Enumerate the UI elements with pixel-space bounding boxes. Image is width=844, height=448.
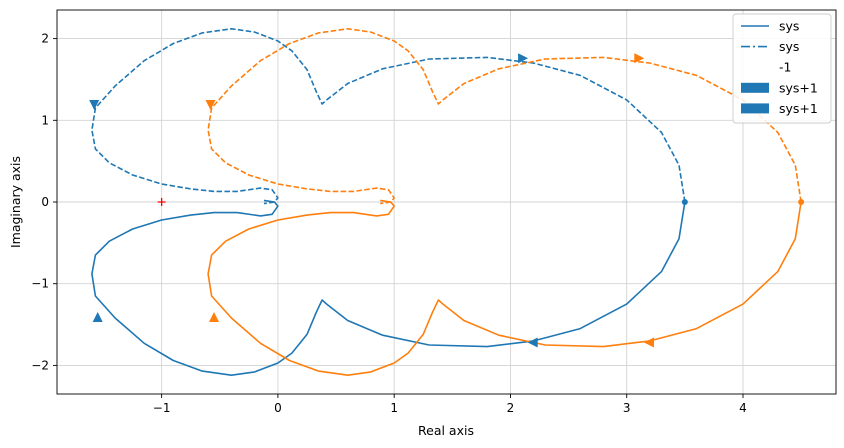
legend-label: sys+1 [779, 80, 818, 95]
direction-arrow [92, 312, 103, 322]
legend-label: -1 [779, 60, 791, 75]
series-line-0 [91, 199, 686, 377]
series-line-2 [207, 199, 802, 377]
y-tick-label: 1 [41, 113, 49, 127]
direction-arrow [634, 53, 645, 64]
series-line-3 [207, 27, 802, 205]
direction-arrow [209, 312, 219, 322]
legend-label: sys [779, 19, 799, 34]
legend-label: sys+1 [779, 101, 818, 116]
x-tick-label: 3 [623, 401, 631, 415]
series-layer [91, 27, 802, 377]
x-tick-label: 2 [507, 401, 515, 415]
y-tick-label: −1 [31, 277, 49, 291]
legend-label: sys [779, 39, 799, 54]
x-tick-label: 0 [274, 401, 282, 415]
y-tick-label: −2 [31, 358, 49, 372]
legend-swatch-patch [741, 103, 769, 114]
series-line-1 [91, 27, 686, 205]
critical-point-marker [157, 198, 166, 206]
legend-box [732, 13, 832, 124]
legend: sys sys -1 sys+1 sys+1 [732, 13, 832, 124]
x-tick-label: 4 [739, 401, 747, 415]
direction-arrow [518, 53, 529, 64]
legend-swatch-patch [741, 82, 769, 93]
x-tick-label: −1 [153, 401, 171, 415]
y-tick-label: 2 [41, 32, 49, 46]
y-axis-label: Imaginary axis [8, 156, 23, 248]
x-axis-ticks: −1 0 1 2 3 4 [153, 394, 747, 415]
start-point-marker [681, 199, 688, 205]
direction-arrow [89, 100, 100, 110]
x-tick-label: 1 [390, 401, 398, 415]
x-axis-label: Real axis [418, 423, 474, 438]
y-tick-label: 0 [41, 195, 49, 209]
start-point-marker [798, 199, 805, 205]
y-axis-ticks: −2 −1 0 1 2 [31, 32, 57, 372]
direction-arrow [205, 100, 216, 110]
direction-arrow [644, 337, 654, 348]
direction-arrow [527, 337, 538, 348]
markers-layer [89, 53, 805, 348]
